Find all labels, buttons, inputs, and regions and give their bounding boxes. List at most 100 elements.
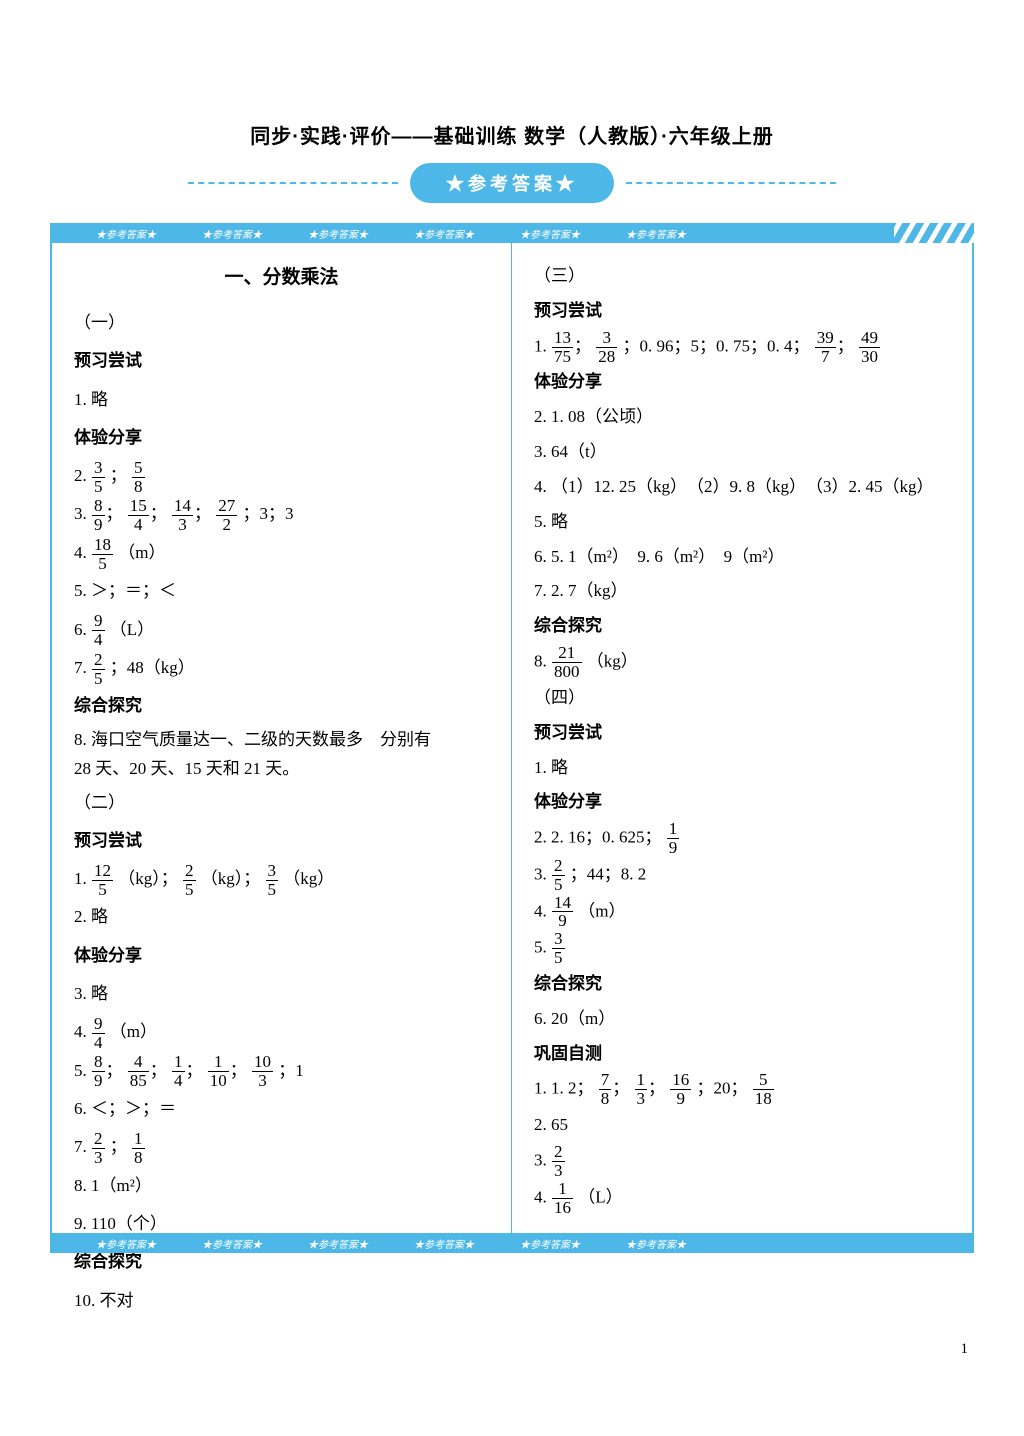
page: 同步·实践·评价——基础训练 数学（人教版）·六年级上册 ★参考答案★ ★参考答… [0, 0, 1024, 1436]
subhead: 综合探究 [74, 687, 489, 725]
text: 2. [74, 466, 91, 485]
subhead: 体验分享 [534, 785, 950, 820]
answer-line: 8. 21800 （kg） [534, 644, 950, 681]
fraction: 13 [635, 1071, 648, 1108]
subhead: 预习尝试 [74, 822, 489, 860]
text: ； [110, 1137, 127, 1156]
text: 1. 1. 2； [534, 1079, 594, 1098]
strip-tag: ★参考答案★ [414, 226, 474, 241]
text: 4. [534, 1187, 551, 1206]
strip-tag: ★参考答案★ [308, 1236, 368, 1251]
answer-line: 2. 略 [74, 898, 489, 936]
top-strip: ★参考答案★ ★参考答案★ ★参考答案★ ★参考答案★ ★参考答案★ ★参考答案… [50, 223, 974, 243]
text: 3. [534, 1150, 551, 1169]
fraction: 485 [128, 1053, 149, 1090]
strip-tag: ★参考答案★ [626, 1236, 686, 1251]
strip-tag: ★参考答案★ [202, 226, 262, 241]
text: 1. [74, 869, 91, 888]
text: 3. [74, 504, 91, 523]
text: 4. [74, 543, 91, 562]
answer-line: 3. 89； 154； 143； 272 ；3；3 [74, 495, 489, 533]
answer-line: 3. 25 ；44；8. 2 [534, 857, 950, 894]
fraction: 78 [599, 1071, 612, 1108]
strip-tag: ★参考答案★ [96, 226, 156, 241]
answer-line: 2. 65 [534, 1108, 950, 1143]
answer-line: 7. 2. 7（kg） [534, 574, 950, 609]
fraction: 103 [252, 1053, 273, 1090]
answer-line: 4. （1）12. 25（kg） （2）9. 8（kg） （3）2. 45（kg… [534, 470, 950, 505]
text: 8. [534, 651, 551, 670]
answer-line: 1. 1. 2； 78； 13； 169 ；20； 518 [534, 1071, 950, 1108]
text: （L） [578, 1187, 622, 1206]
text: 4. [534, 901, 551, 920]
answer-line: 6. ＜；＞；＝ [74, 1090, 489, 1128]
fraction: 518 [753, 1071, 774, 1108]
section-num: （三） [534, 259, 950, 294]
page-title: 同步·实践·评价——基础训练 数学（人教版）·六年级上册 [50, 120, 974, 149]
text: 1. [534, 336, 551, 355]
section-4: （四） 预习尝试 1. 略 体验分享 2. 2. 16；0. 625； 19 3… [534, 681, 950, 1217]
section-1: （一） 预习尝试 1. 略 体验分享 2. 35 ； 58 3. 89； 154… [74, 304, 489, 783]
subhead: 综合探究 [534, 609, 950, 644]
fraction: 89 [92, 1053, 105, 1090]
answer-line: 2. 1. 08（公顷） [534, 400, 950, 435]
fraction: 169 [670, 1071, 691, 1108]
fraction: 328 [596, 329, 617, 366]
fraction: 35 [92, 459, 105, 496]
text: ；44；8. 2 [570, 864, 647, 883]
text: ； [110, 466, 127, 485]
answer-line: 4. 185 （m） [74, 534, 489, 572]
answer-line: 4. 94 （m） [74, 1013, 489, 1051]
answer-line: 5. 89； 485； 14； 110； 103 ；1 [74, 1052, 489, 1090]
fraction: 19 [667, 820, 680, 857]
text: （kg）； [118, 869, 178, 888]
answer-line: 7. 23 ； 18 [74, 1128, 489, 1166]
answer-line: 5. 略 [534, 505, 950, 540]
strip-tag: ★参考答案★ [308, 226, 368, 241]
dash-left [188, 182, 398, 184]
fraction: 25 [552, 857, 565, 894]
strip-tag: ★参考答案★ [414, 1236, 474, 1251]
answer-line: 1. 1375； 328 ；0. 96；5；0. 75；0. 4； 397； 4… [534, 329, 950, 366]
text: （m） [578, 901, 625, 920]
answer-line: 8. 1（m²） [74, 1167, 489, 1205]
text: ；0. 96；5；0. 75；0. 4； [623, 336, 810, 355]
fraction: 154 [128, 497, 149, 534]
fraction: 14 [172, 1053, 185, 1090]
text: 3. [534, 864, 551, 883]
answer-line: 2. 2. 16；0. 625； 19 [534, 820, 950, 857]
answer-line: 8. 海口空气质量达一、二级的天数最多 分别有 [74, 726, 489, 755]
subhead: 综合探究 [534, 967, 950, 1002]
answer-line: 6. 20（m） [534, 1002, 950, 1037]
text: ；3；3 [243, 504, 294, 523]
text: ；1 [278, 1061, 304, 1080]
text: 4. [74, 1022, 91, 1041]
chapter-title: 一、分数乘法 [74, 259, 489, 296]
answer-line: 6. 94 （L） [74, 611, 489, 649]
subhead: 预习尝试 [534, 716, 950, 751]
fraction: 18 [132, 1130, 145, 1167]
fraction: 110 [208, 1053, 229, 1090]
text: （m） [118, 543, 165, 562]
answer-line: 3. 23 [534, 1143, 950, 1180]
text: 6. [74, 620, 91, 639]
fraction: 185 [92, 536, 113, 573]
strip-tag: ★参考答案★ [520, 226, 580, 241]
fraction: 35 [552, 930, 565, 967]
text: （kg） [283, 869, 334, 888]
text: （kg） [587, 651, 638, 670]
text: 5. [74, 1061, 91, 1080]
answer-line: 6. 5. 1（m²） 9. 6（m²） 9（m²） [534, 540, 950, 575]
page-number: 1 [961, 1341, 969, 1358]
answer-line: 5. 35 [534, 930, 950, 967]
text: （L） [110, 620, 154, 639]
answers-badge: ★参考答案★ [410, 163, 614, 203]
fraction: 94 [92, 1015, 105, 1052]
fraction: 94 [92, 612, 105, 649]
text: 2. 2. 16；0. 625； [534, 827, 662, 846]
subhead: 体验分享 [74, 937, 489, 975]
fraction: 116 [552, 1180, 573, 1217]
text: ；48（kg） [110, 658, 195, 677]
fraction: 272 [216, 497, 237, 534]
content: 一、分数乘法 （一） 预习尝试 1. 略 体验分享 2. 35 ； 58 3. … [50, 243, 974, 1233]
